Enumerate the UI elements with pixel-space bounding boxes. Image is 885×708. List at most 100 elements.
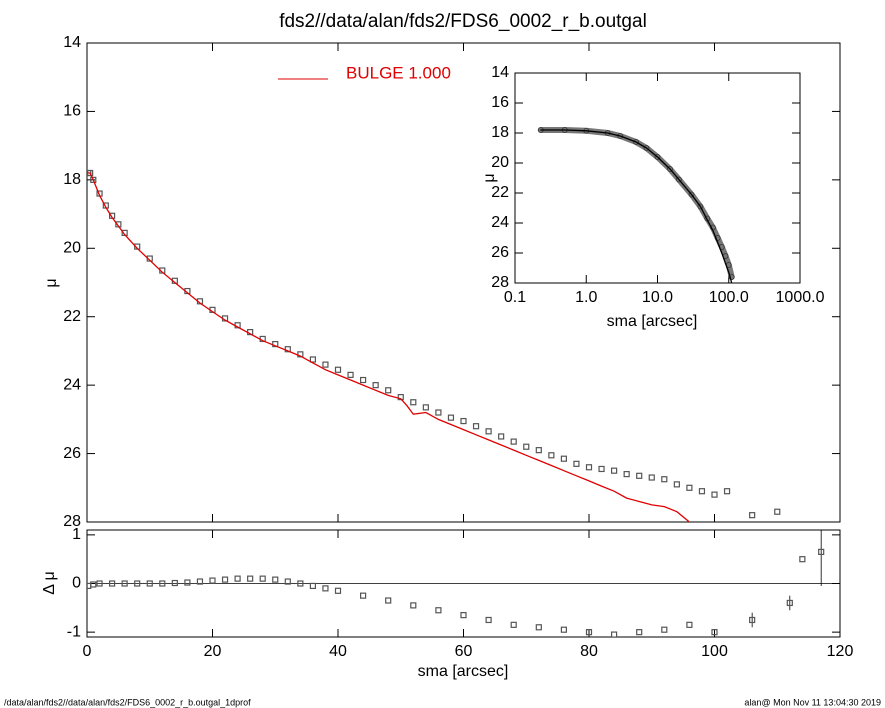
data-point	[573, 460, 580, 467]
data-point	[472, 423, 480, 430]
data-point	[749, 616, 756, 624]
data-point	[523, 443, 530, 450]
data-point	[309, 356, 316, 363]
footer-right: alan@ Mon Nov 11 13:04:30 2019	[744, 697, 881, 707]
y-tick-label: 16	[63, 103, 81, 120]
data-point	[422, 404, 429, 411]
data-point	[688, 191, 695, 198]
data-point	[90, 176, 97, 183]
x-tick-label: 0.1	[504, 289, 526, 306]
x-tick-label: 1.0	[575, 289, 597, 306]
y-tick-label: 14	[63, 34, 81, 51]
data-point	[385, 387, 392, 394]
data-point	[121, 580, 128, 587]
x-tick-label: 80	[580, 643, 598, 660]
data-point	[96, 580, 103, 587]
x-tick-label: 0	[83, 643, 92, 660]
data-point	[108, 580, 116, 587]
data-point	[548, 452, 555, 459]
data-point	[209, 577, 216, 584]
data-point	[309, 582, 316, 590]
data-point	[360, 376, 367, 384]
data-point	[728, 274, 735, 280]
y-tick-label: 18	[491, 124, 509, 141]
data-point	[347, 371, 354, 378]
data-point	[334, 366, 342, 373]
data-point	[623, 471, 630, 478]
data-point	[723, 488, 731, 495]
data-point	[485, 616, 492, 624]
data-point	[159, 580, 166, 587]
data-point	[410, 602, 417, 609]
data-point	[560, 626, 568, 633]
data-point	[535, 624, 542, 631]
x-tick-label: 40	[329, 643, 347, 660]
data-point	[184, 579, 191, 586]
data-point	[535, 447, 542, 454]
data-point	[410, 399, 417, 406]
x-tick-label: 60	[455, 643, 473, 660]
x-tick-label: 10.0	[642, 289, 673, 306]
data-point	[196, 578, 204, 585]
data-point	[598, 465, 605, 473]
x-axis-label: sma [arcsec]	[607, 313, 698, 330]
data-point	[676, 176, 682, 183]
y-tick-label: 20	[63, 240, 81, 257]
data-point	[786, 599, 793, 607]
data-point	[90, 581, 97, 588]
x-tick-label: 120	[827, 643, 854, 660]
data-point	[322, 585, 329, 592]
data-point	[697, 203, 704, 210]
data-point	[711, 491, 718, 498]
y-tick-label: 26	[63, 445, 81, 462]
data-point	[749, 512, 756, 519]
data-point	[585, 629, 593, 636]
y-tick-label: 28	[63, 513, 81, 530]
data-point	[648, 474, 655, 481]
y-tick-label: 26	[491, 244, 509, 261]
data-point	[372, 382, 379, 389]
data-point	[259, 575, 266, 582]
data-point	[686, 484, 693, 491]
y-tick-label: 14	[491, 64, 509, 81]
y-axis-label: μ	[481, 173, 498, 182]
data-point	[698, 488, 706, 495]
data-point	[447, 414, 455, 421]
chart-title: fds2//data/alan/fds2/FDS6_0002_r_b.outga…	[279, 11, 647, 32]
data-point	[284, 578, 291, 585]
data-point	[686, 621, 693, 628]
data-point	[610, 467, 618, 474]
data-point	[234, 575, 241, 582]
data-point	[171, 579, 178, 587]
y-axis-label: μ	[43, 278, 60, 287]
data-point	[610, 631, 618, 637]
data-point	[673, 481, 680, 488]
data-point	[661, 476, 668, 483]
x-tick-label: 20	[204, 643, 222, 660]
footer-left: /data/alan/fds2//data/alan/fds2/FDS6_000…	[4, 697, 251, 707]
y-tick-label: 16	[491, 94, 509, 111]
y-tick-label: -1	[67, 623, 81, 640]
data-point	[636, 472, 643, 479]
x-tick-label: 1000.0	[776, 289, 825, 306]
data-point	[633, 139, 639, 145]
data-point	[385, 597, 392, 604]
data-point	[818, 548, 825, 555]
data-point	[585, 464, 593, 471]
data-point	[272, 576, 279, 583]
data-point	[560, 455, 568, 462]
data-point	[322, 361, 329, 368]
data-point	[460, 417, 467, 425]
y-tick-label: 24	[491, 214, 509, 231]
data-point	[146, 580, 153, 587]
data-point	[498, 433, 505, 440]
data-point	[799, 556, 806, 563]
y-tick-label: 0	[72, 575, 81, 592]
x-axis-label: sma [arcsec]	[418, 663, 509, 680]
y-tick-label: 24	[63, 376, 81, 393]
data-point	[667, 166, 673, 172]
data-point	[435, 607, 442, 614]
y-axis-label: Δ μ	[41, 571, 58, 594]
y-tick-label: 20	[491, 154, 509, 171]
